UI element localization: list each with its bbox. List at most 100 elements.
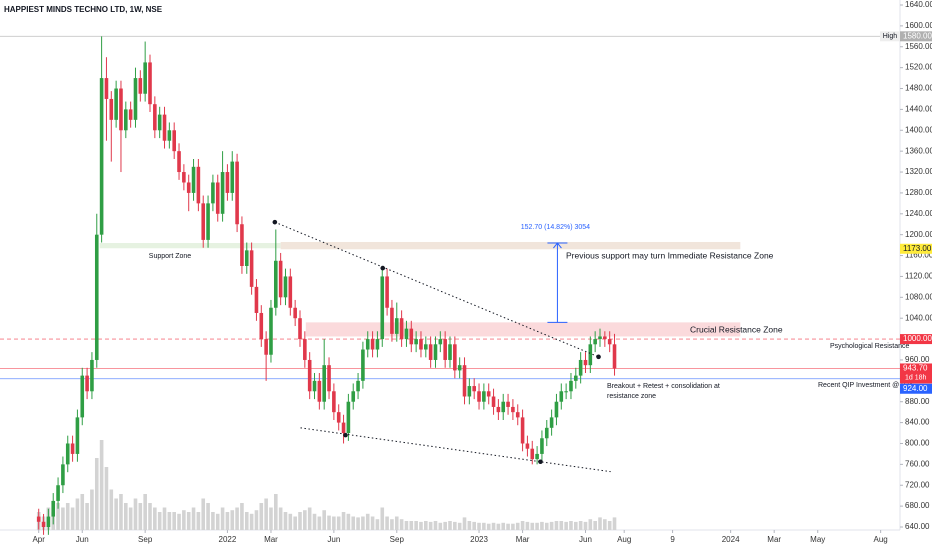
candle-body — [404, 328, 409, 340]
y-tick-label: 1320.00 — [905, 167, 932, 176]
volume-bar — [138, 503, 143, 530]
zones — [99, 241, 741, 337]
candle-body — [327, 365, 331, 392]
x-tick-label: Sep — [138, 535, 153, 544]
volume-bar — [274, 494, 278, 530]
candle-body — [578, 359, 583, 376]
candle-body — [583, 359, 588, 366]
volume-bar — [264, 498, 268, 530]
candle-body — [182, 172, 186, 183]
candle-body — [225, 172, 230, 193]
volume-bar — [578, 521, 583, 530]
volume-bar — [177, 513, 181, 530]
candle-body — [114, 88, 118, 120]
volume-bar — [453, 521, 457, 530]
candle-body — [119, 88, 123, 131]
candle-body — [61, 464, 65, 486]
candle-body — [477, 391, 481, 402]
volume-bar — [56, 503, 60, 530]
volume-bar — [515, 522, 520, 530]
volume-bar — [259, 503, 264, 530]
volume-bar — [477, 522, 481, 530]
candle-body — [104, 78, 109, 99]
candle-body — [244, 250, 249, 266]
x-tick-label: 2022 — [219, 535, 237, 544]
candle-body — [167, 130, 172, 141]
candle-body — [385, 276, 389, 308]
volume-bar — [283, 512, 288, 530]
candle-body — [438, 339, 443, 345]
candle-body — [399, 318, 404, 340]
candle-body — [230, 161, 235, 193]
x-tick-label: May — [810, 535, 825, 544]
x-tick-label: Jun — [579, 535, 592, 544]
zone — [99, 243, 281, 249]
levels — [0, 35, 900, 380]
candle-body — [544, 427, 549, 439]
candles — [36, 36, 617, 535]
candle-body — [390, 307, 394, 334]
volume-bar — [167, 512, 172, 530]
axes: 640.00 680.00 720.00 760.00 800.00 840.00 880.… — [32, 0, 932, 544]
volume-bar — [482, 522, 486, 530]
y-tick-label: 1080.00 — [905, 292, 932, 301]
price-tag — [900, 31, 932, 42]
candle-body — [491, 396, 496, 407]
volume-bar — [157, 512, 162, 530]
candle-body — [269, 307, 273, 355]
candle-body — [293, 307, 297, 319]
candle-body — [443, 339, 447, 360]
y-tick-label: 760.00 — [905, 459, 930, 468]
trendline — [274, 221, 599, 358]
candle-body — [520, 417, 525, 444]
candle-body — [448, 344, 452, 360]
candle-body — [496, 406, 501, 413]
candle-body — [482, 391, 486, 402]
candle-body — [70, 443, 75, 454]
x-tick-label: Mar — [516, 535, 530, 544]
trendline — [300, 427, 611, 473]
volume-bar — [143, 494, 147, 530]
candle-body — [457, 365, 462, 371]
candle-body — [564, 391, 568, 393]
volume-bar — [288, 513, 293, 530]
x-tick-label: Mar — [767, 535, 781, 544]
candle-body — [472, 386, 476, 392]
chart-title: HAPPIEST MINDS TECHNO LTD, 1W, NSE — [4, 5, 163, 14]
candle-body — [569, 380, 573, 392]
candle-body — [235, 161, 239, 225]
candle-body — [240, 224, 244, 266]
volume-bar — [472, 521, 476, 530]
candle-body — [574, 375, 578, 381]
volume-bar — [486, 523, 491, 530]
annotation: Crucial Resistance Zone — [690, 324, 783, 334]
volume-bar — [99, 440, 104, 530]
volume-bar — [312, 513, 317, 530]
candle-body — [278, 260, 283, 298]
candle-body — [56, 485, 60, 501]
candle-body — [191, 166, 196, 193]
volume-bar — [448, 521, 452, 530]
y-tick-label: 680.00 — [905, 501, 930, 510]
volume-bar — [530, 522, 535, 530]
measure-label: 152.70 (14.82%) 3054 — [521, 224, 590, 231]
candle-body — [172, 130, 176, 152]
candle-body — [453, 344, 457, 371]
candle-body — [559, 391, 564, 402]
volume-bar — [128, 507, 133, 530]
candle-body — [211, 182, 215, 204]
volume-bar — [385, 516, 389, 530]
tag-label: High — [883, 33, 898, 40]
volume-bar — [554, 521, 559, 530]
volume-bar — [153, 507, 157, 530]
candle-body — [90, 359, 94, 392]
candle-body — [530, 448, 535, 460]
volume-bar — [419, 521, 423, 530]
volume-bar — [370, 516, 375, 530]
volume-bar — [559, 521, 564, 530]
x-tick-label: Aug — [874, 535, 888, 544]
candle-body — [143, 62, 147, 94]
volume-bar — [327, 515, 331, 530]
volume-bar — [182, 510, 186, 530]
